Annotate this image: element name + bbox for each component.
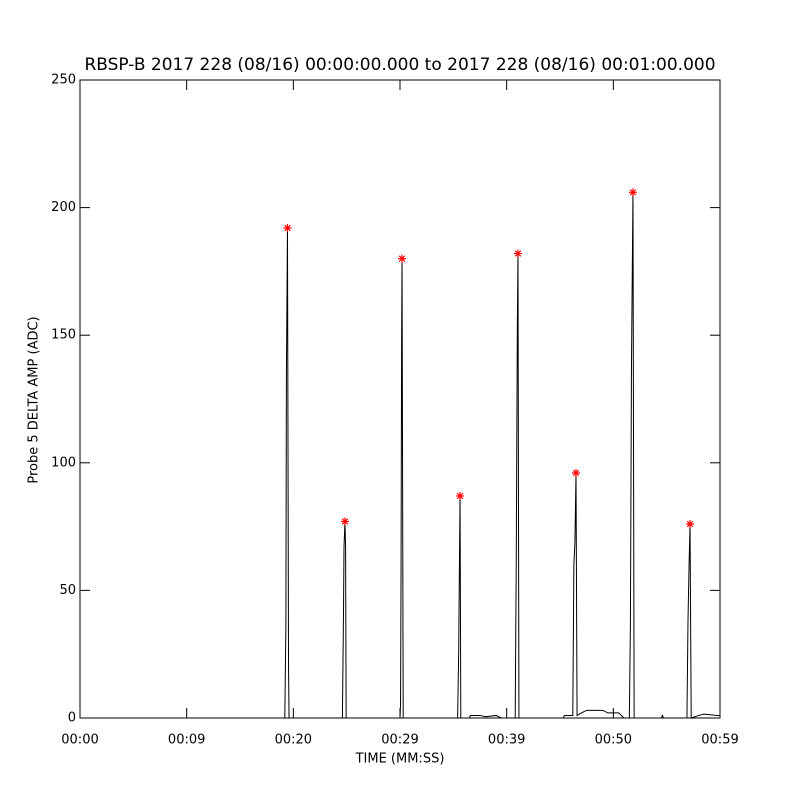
x-tick-label: 00:50: [595, 733, 632, 748]
x-tick-label: 00:00: [61, 733, 98, 748]
y-tick-label: 100: [51, 455, 76, 470]
chart-title: RBSP-B 2017 228 (08/16) 00:00:00.000 to …: [84, 55, 715, 75]
x-axis-title: TIME (MM:SS): [355, 752, 445, 767]
peak-marker: [513, 249, 522, 258]
x-tick-label: 00:09: [168, 733, 205, 748]
marker-stroke: [686, 520, 694, 528]
marker-stroke: [341, 518, 349, 525]
marker-stroke: [456, 492, 464, 500]
marker-stroke: [629, 189, 637, 196]
y-tick-label: 50: [59, 583, 76, 598]
x-tick-label: 00:20: [275, 733, 312, 748]
y-axis-title: Probe 5 DELTA AMP (ADC): [27, 316, 42, 483]
marker-stroke: [398, 255, 406, 262]
x-tick-label: 00:39: [488, 733, 525, 748]
peak-marker: [456, 491, 465, 500]
peak-marker: [628, 188, 637, 197]
y-tick-label: 200: [51, 200, 76, 215]
y-tick-label: 250: [51, 73, 76, 88]
x-tick-label: 00:59: [701, 733, 738, 748]
peak-marker: [398, 254, 407, 263]
peak-marker: [283, 224, 292, 233]
x-tick-label: 00:29: [381, 733, 418, 748]
peak-marker: [572, 469, 580, 478]
peak-marker: [340, 517, 349, 526]
marker-stroke: [284, 224, 291, 232]
marker-stroke: [572, 469, 580, 477]
y-tick-label: 0: [68, 711, 76, 726]
y-tick-label: 150: [51, 328, 76, 343]
data-line: [80, 192, 720, 719]
marker-stroke: [514, 250, 522, 257]
peak-marker: [686, 520, 695, 529]
